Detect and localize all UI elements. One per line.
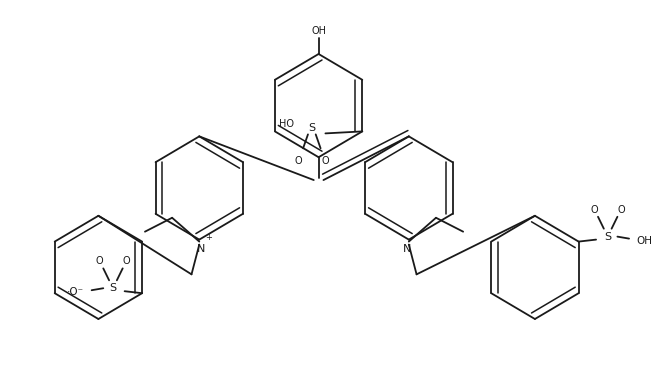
- Text: HO: HO: [279, 119, 294, 129]
- Text: N: N: [403, 244, 411, 254]
- Text: +: +: [205, 233, 213, 242]
- Text: O: O: [322, 156, 329, 166]
- Text: OH: OH: [311, 26, 326, 36]
- Text: O: O: [123, 256, 130, 266]
- Text: O: O: [294, 156, 302, 166]
- Text: S: S: [604, 232, 611, 242]
- Text: OH: OH: [637, 236, 653, 245]
- Text: O: O: [591, 205, 598, 215]
- Text: N: N: [197, 244, 205, 254]
- Text: O: O: [617, 205, 625, 215]
- Text: S: S: [308, 123, 315, 134]
- Text: O: O: [95, 256, 103, 266]
- Text: ·O⁻: ·O⁻: [67, 287, 84, 297]
- Text: S: S: [109, 283, 116, 293]
